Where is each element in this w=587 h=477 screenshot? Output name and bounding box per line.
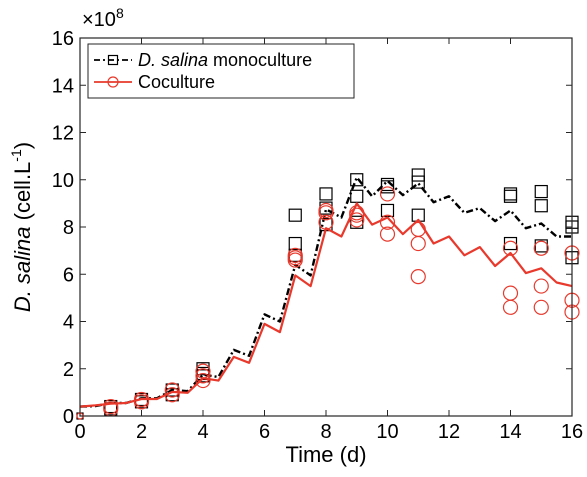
data-point-monoculture	[411, 168, 425, 182]
data-point-monoculture	[503, 189, 518, 203]
data-point-coculture	[533, 278, 549, 294]
x-tick-label: 2	[136, 421, 147, 443]
x-tick-label: 10	[376, 421, 398, 443]
series-line-monoculture	[79, 176, 572, 408]
x-axis-label: Time (d)	[285, 442, 366, 467]
y-tick-label: 0	[63, 406, 74, 428]
y-tick-label: 16	[52, 28, 74, 50]
data-point-coculture	[349, 212, 365, 228]
data-point-coculture	[164, 387, 180, 403]
legend-entry-coculture: Coculture	[94, 72, 215, 92]
y-tick-label: 2	[63, 359, 74, 381]
data-point-coculture	[195, 372, 211, 389]
x-tick-label: 16	[561, 421, 583, 443]
data-point-coculture	[502, 299, 519, 315]
data-point-coculture	[379, 214, 396, 230]
data-point-coculture	[195, 368, 211, 384]
data-point-coculture	[379, 186, 396, 202]
data-point-monoculture	[196, 369, 210, 383]
x-tick-label: 0	[74, 421, 85, 443]
legend: D. salina monoculture Coculture	[87, 43, 355, 99]
x-tick-label: 4	[197, 421, 208, 443]
y-axis-label: D. salina (cell.L-1)	[8, 142, 35, 312]
data-point-coculture	[533, 240, 549, 256]
data-point-monoculture	[288, 208, 302, 222]
legend-marker-circle	[107, 76, 119, 88]
data-point-monoculture	[319, 187, 333, 201]
data-point-monoculture	[534, 199, 548, 213]
legend-marker-square	[107, 54, 119, 66]
data-point-monoculture	[350, 173, 364, 187]
y-tick-label: 14	[52, 75, 74, 97]
y-axis-label-close: )	[10, 142, 35, 149]
axis-ticks: 0 2 4 6 8 10 12 14 16 0 2 4 6 8 10 12 14 16	[52, 28, 583, 443]
data-point-monoculture	[380, 180, 395, 194]
plot-marks	[76, 168, 580, 420]
y-axis-multiplier: ×108	[82, 5, 124, 31]
y-tick-label: 10	[52, 170, 74, 192]
data-point-monoculture	[503, 236, 518, 251]
legend-label-coculture: Coculture	[138, 72, 215, 92]
data-point-coculture	[318, 214, 334, 230]
y-axis-label-unit: (cell.L	[10, 162, 35, 227]
legend-entry-monoculture: D. salina monoculture	[94, 50, 312, 70]
data-point-coculture	[195, 363, 211, 379]
data-point-monoculture	[380, 203, 395, 218]
data-point-coculture	[318, 205, 334, 221]
data-point-coculture	[410, 235, 426, 252]
x-tick-label: 12	[438, 421, 460, 443]
data-point-coculture	[164, 382, 180, 398]
x-tick-label: 6	[259, 421, 270, 443]
legend-label-monoculture-rest: monoculture	[208, 50, 312, 70]
data-point-coculture	[287, 252, 303, 268]
y-axis-label-exponent: -1	[8, 149, 24, 162]
data-point-coculture	[379, 226, 396, 242]
x-tick-label: 8	[320, 421, 331, 443]
data-point-monoculture	[534, 184, 548, 199]
legend-box	[87, 43, 355, 99]
y-multiplier-exponent: 8	[116, 5, 124, 21]
x-tick-label: 14	[499, 421, 521, 443]
y-tick-label: 8	[63, 217, 74, 239]
y-tick-label: 4	[63, 312, 74, 334]
data-point-monoculture	[411, 175, 425, 189]
y-tick-label: 6	[63, 264, 74, 286]
legend-label-monoculture-italic: D. salina	[138, 50, 208, 70]
data-point-coculture	[410, 269, 426, 285]
data-point-coculture	[349, 207, 365, 223]
legend-label-monoculture: D. salina monoculture	[138, 50, 312, 70]
data-point-coculture	[133, 391, 150, 408]
data-point-monoculture	[350, 189, 364, 203]
data-point-monoculture	[288, 236, 302, 251]
y-tick-label: 12	[52, 123, 74, 145]
y-axis-label-italic: D. salina	[10, 226, 35, 312]
data-point-coculture	[502, 285, 519, 301]
data-point-coculture	[502, 240, 519, 256]
series-line-coculture	[79, 202, 573, 408]
y-multiplier-base: ×10	[82, 9, 116, 31]
data-point-coculture	[533, 299, 549, 315]
